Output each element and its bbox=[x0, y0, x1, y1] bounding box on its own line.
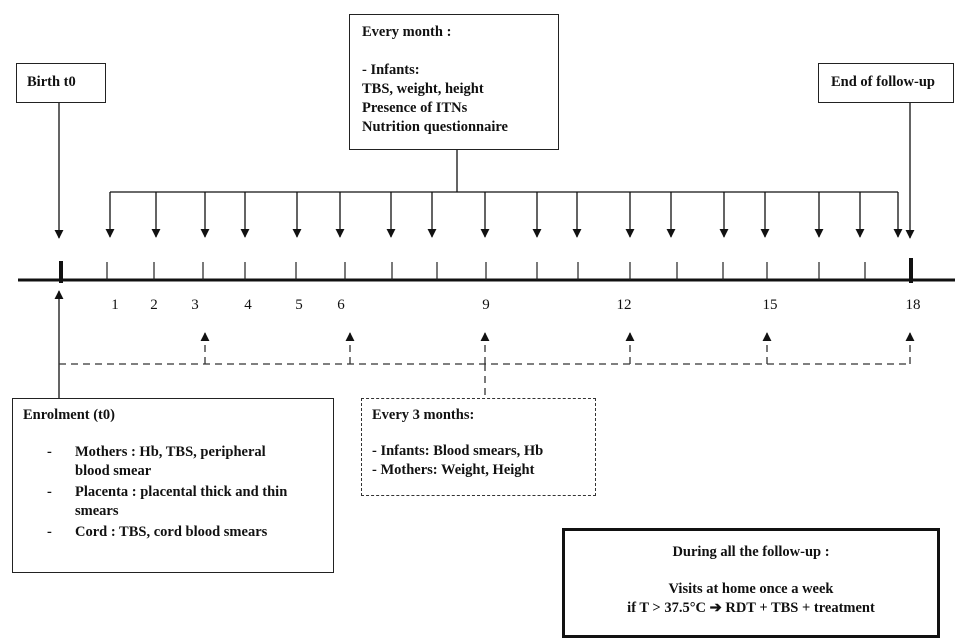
end-of-followup-box: End of follow-up bbox=[818, 63, 954, 103]
monthly-arrows bbox=[105, 192, 903, 238]
bullet-dash: - bbox=[47, 444, 52, 460]
month-label-9: 9 bbox=[482, 297, 490, 313]
enrolment-list: - Mothers : Hb, TBS, peripheral blood sm… bbox=[23, 443, 333, 542]
monthly-box: Every month : - Infants: TBS, weight, he… bbox=[349, 14, 559, 150]
timeline-diagram bbox=[18, 103, 955, 398]
month-label-2: 2 bbox=[150, 297, 158, 313]
month-label-6: 6 bbox=[337, 297, 345, 313]
month-label-18: 18 bbox=[905, 297, 921, 313]
enrolment-item-cord: - Cord : TBS, cord blood smears bbox=[23, 523, 333, 542]
enrolment-item-text: Placenta : placental thick and thin smea… bbox=[75, 484, 288, 519]
enrolment-item-text: Cord : TBS, cord blood smears bbox=[75, 524, 268, 540]
enrolment-item-text: Mothers : Hb, TBS, peripheral blood smea… bbox=[75, 444, 266, 479]
bullet-dash: - bbox=[47, 524, 52, 540]
enrolment-item-mothers: - Mothers : Hb, TBS, peripheral blood sm… bbox=[23, 443, 333, 481]
monthly-bracket bbox=[110, 150, 898, 193]
birth-box: Birth t0 bbox=[16, 63, 106, 103]
month-label-1: 1 bbox=[111, 297, 119, 313]
end-label: End of follow-up bbox=[831, 74, 935, 90]
month-ticks bbox=[106, 262, 866, 280]
enrolment-box: Enrolment (t0) - Mothers : Hb, TBS, peri… bbox=[12, 398, 334, 573]
quarterly-bracket bbox=[59, 332, 915, 398]
bullet-dash: - bbox=[47, 484, 52, 500]
month-label-3: 3 bbox=[191, 297, 199, 313]
monthly-title: Every month : bbox=[362, 24, 452, 40]
followup-title: During all the follow-up : bbox=[672, 544, 830, 560]
quarterly-title: Every 3 months: bbox=[372, 407, 475, 423]
monthly-item: TBS, weight, height bbox=[362, 81, 484, 97]
quarterly-item: - Mothers: Weight, Height bbox=[372, 462, 535, 478]
followup-line-1: Visits at home once a week bbox=[668, 581, 834, 597]
enrolment-title: Enrolment (t0) bbox=[23, 407, 115, 423]
month-label-5: 5 bbox=[295, 297, 303, 313]
enrolment-item-placenta: - Placenta : placental thick and thin sm… bbox=[23, 483, 333, 521]
month-label-4: 4 bbox=[244, 297, 252, 313]
monthly-group: - Infants: bbox=[362, 62, 420, 78]
month-label-12: 12 bbox=[616, 297, 632, 313]
followup-box: During all the follow-up : Visits at hom… bbox=[562, 528, 940, 638]
month-label-15: 15 bbox=[762, 297, 778, 313]
monthly-item: Presence of ITNs bbox=[362, 100, 468, 116]
birth-label: Birth t0 bbox=[27, 74, 76, 90]
quarterly-box: Every 3 months: - Infants: Blood smears,… bbox=[361, 398, 596, 496]
quarterly-item: - Infants: Blood smears, Hb bbox=[372, 443, 544, 459]
monthly-item: Nutrition questionnaire bbox=[362, 119, 508, 135]
followup-line-2: if T > 37.5°C ➔ RDT + TBS + treatment bbox=[627, 600, 875, 616]
